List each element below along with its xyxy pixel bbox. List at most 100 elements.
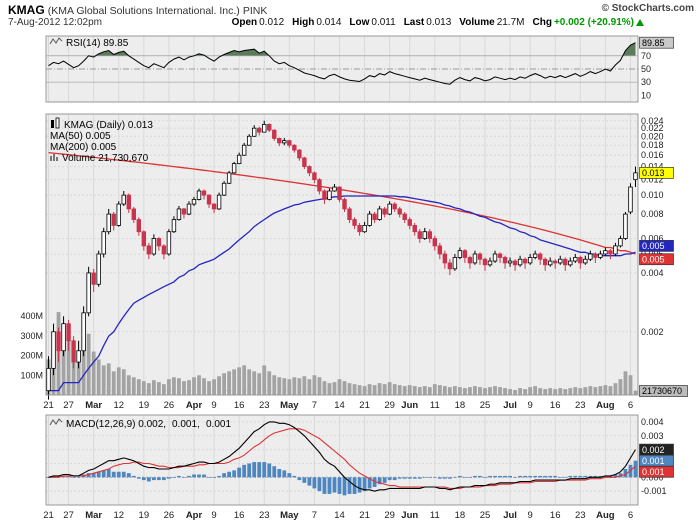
open-label: Open xyxy=(231,17,258,28)
svg-text:0.013: 0.013 xyxy=(642,168,665,178)
svg-text:14: 14 xyxy=(334,400,345,411)
svg-text:0.016: 0.016 xyxy=(641,150,664,160)
svg-text:27: 27 xyxy=(63,400,74,411)
svg-text:0.002: 0.002 xyxy=(642,445,665,455)
svg-text:25: 25 xyxy=(480,510,491,521)
svg-text:89.85: 89.85 xyxy=(642,38,665,48)
svg-text:21: 21 xyxy=(359,510,370,521)
open-value: 0.012 xyxy=(259,17,285,28)
macd-legend: MACD(12,26,9) 0.002, 0.001, 0.001 xyxy=(49,418,231,430)
svg-text:0.008: 0.008 xyxy=(641,209,664,219)
svg-text:0.005: 0.005 xyxy=(642,254,665,264)
svg-text:50: 50 xyxy=(641,64,651,74)
volume-label: Volume xyxy=(459,17,495,28)
datetime: 7-Aug-2012 12:02pm xyxy=(8,17,102,28)
ticker-symbol: KMAG xyxy=(8,3,45,17)
svg-text:0.022: 0.022 xyxy=(641,123,664,133)
chart-canvas: 21 21 27 27 Mar Mar 12 12 19 19 26 26 Apr Apr 9 9 16 16 23… xyxy=(20,35,688,521)
last-field: Last 0.013 xyxy=(404,17,452,28)
svg-text:9: 9 xyxy=(211,400,216,411)
svg-text:0.020: 0.020 xyxy=(641,131,664,141)
svg-text:26: 26 xyxy=(164,510,175,521)
rsi-legend: RSI(14) 89.85 xyxy=(49,37,129,49)
low-field: Low 0.011 xyxy=(349,17,395,28)
last-value: 0.013 xyxy=(426,17,452,28)
macd-signal-legend-text: 0.001, xyxy=(172,419,200,430)
macd-legend-text: MACD(12,26,9) 0.002, xyxy=(66,419,166,430)
svg-text:100M: 100M xyxy=(20,370,43,380)
ma200-legend-text: MA(200) 0.005 xyxy=(50,142,117,153)
svg-text:0.001: 0.001 xyxy=(642,467,665,477)
rsi-legend-text: RSI(14) 89.85 xyxy=(66,38,129,49)
volume-field: Volume 21.7M xyxy=(459,17,524,28)
high-value: 0.014 xyxy=(316,17,342,28)
svg-text:9: 9 xyxy=(211,510,216,521)
svg-text:16: 16 xyxy=(550,510,561,521)
svg-text:9: 9 xyxy=(527,400,532,411)
svg-text:0.006: 0.006 xyxy=(641,234,664,244)
svg-text:10: 10 xyxy=(641,90,651,100)
low-label: Low xyxy=(349,17,370,28)
macd-hist-legend-text: 0.001 xyxy=(206,419,231,430)
svg-text:14: 14 xyxy=(334,510,345,521)
low-value: 0.011 xyxy=(371,17,396,28)
svg-text:12: 12 xyxy=(113,510,124,521)
moving-average-lines xyxy=(48,151,636,392)
svg-text:0.005: 0.005 xyxy=(642,241,665,251)
svg-text:30: 30 xyxy=(641,77,651,87)
company-name: (KMA Global Solutions International. Inc… xyxy=(47,5,240,17)
svg-text:Apr: Apr xyxy=(186,510,203,521)
svg-text:29: 29 xyxy=(384,510,395,521)
svg-text:300M: 300M xyxy=(20,331,43,341)
rsi-indicator-icon xyxy=(49,37,63,45)
svg-text:0.024: 0.024 xyxy=(641,116,664,126)
svg-text:Jul: Jul xyxy=(503,400,517,411)
exchange-label: PINK xyxy=(242,5,268,17)
svg-text:25: 25 xyxy=(480,400,491,411)
svg-text:Aug: Aug xyxy=(596,400,615,411)
rsi-series xyxy=(48,42,636,85)
svg-text:0.003: 0.003 xyxy=(641,431,664,441)
svg-text:6: 6 xyxy=(628,510,633,521)
svg-text:0.018: 0.018 xyxy=(641,140,664,150)
svg-text:16: 16 xyxy=(234,510,245,521)
copyright: © StockCharts.com xyxy=(601,3,694,14)
svg-text:Mar: Mar xyxy=(85,400,102,411)
candlestick-series xyxy=(46,120,638,400)
svg-text:0.004: 0.004 xyxy=(641,417,664,427)
svg-text:Jun: Jun xyxy=(401,400,418,411)
svg-text:26: 26 xyxy=(164,400,175,411)
svg-text:16: 16 xyxy=(234,400,245,411)
svg-text:12: 12 xyxy=(113,400,124,411)
svg-text:18: 18 xyxy=(455,510,466,521)
svg-text:23: 23 xyxy=(575,510,586,521)
volume-bars-icon xyxy=(50,154,58,161)
candlestick-icon xyxy=(51,117,60,129)
svg-text:21: 21 xyxy=(359,400,370,411)
quote-row: 7-Aug-2012 12:02pm Open 0.012 High 0.014 L… xyxy=(8,17,700,28)
svg-text:19: 19 xyxy=(139,510,150,521)
svg-text:6: 6 xyxy=(628,400,633,411)
svg-text:0.012: 0.012 xyxy=(641,175,664,185)
svg-text:9: 9 xyxy=(527,510,532,521)
ma50-legend-text: MA(50) 0.005 xyxy=(50,131,111,142)
svg-text:0.002: 0.002 xyxy=(641,327,664,337)
svg-text:0.004: 0.004 xyxy=(641,268,664,278)
price-legend-text: KMAG (Daily) 0.013 xyxy=(64,120,153,131)
svg-text:23: 23 xyxy=(259,510,270,521)
svg-text:Jul: Jul xyxy=(503,510,517,521)
high-field: High 0.014 xyxy=(292,17,341,28)
svg-text:7: 7 xyxy=(312,400,317,411)
svg-text:Aug: Aug xyxy=(596,510,615,521)
change-up-arrow-icon xyxy=(636,19,644,26)
svg-text:19: 19 xyxy=(139,400,150,411)
svg-text:70: 70 xyxy=(641,51,651,61)
svg-text:-0.001: -0.001 xyxy=(641,486,667,496)
price-legend: KMAG (Daily) 0.013 MA(50) 0.005 MA(200) … xyxy=(50,117,153,164)
svg-text:400M: 400M xyxy=(20,311,43,321)
high-label: High xyxy=(292,17,315,28)
volume-value: 21.7M xyxy=(496,17,525,28)
svg-text:7: 7 xyxy=(312,510,317,521)
svg-text:0.010: 0.010 xyxy=(641,190,664,200)
